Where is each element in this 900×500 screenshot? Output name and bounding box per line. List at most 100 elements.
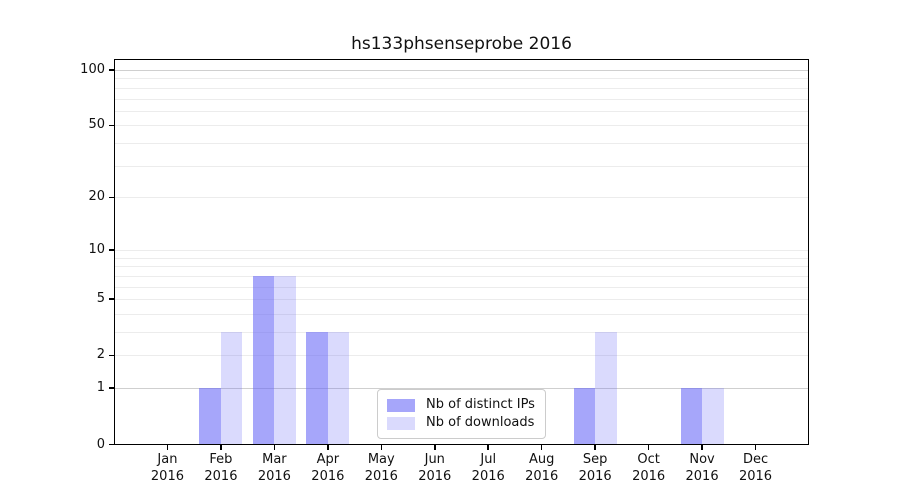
bar-downloads-nov — [702, 388, 724, 445]
x-tick-label-year: 2016 — [471, 468, 505, 484]
plot-area: Nb of distinct IPs Nb of downloads — [114, 59, 809, 445]
gridline-y-5 — [114, 299, 809, 301]
x-tick-label-dec: Dec 2016 — [724, 452, 788, 485]
y-tick-50 — [108, 124, 114, 127]
gridline-y-8 — [114, 266, 809, 268]
y-tick-2 — [108, 354, 114, 357]
bar-downloads-feb — [220, 331, 243, 445]
x-tick-label-month: Aug — [528, 452, 555, 467]
gridline-y-6 — [114, 286, 809, 288]
y-tick-label-2: 2 — [96, 347, 105, 363]
gridline-y-60 — [114, 110, 809, 112]
x-tick-label-may: May 2016 — [349, 452, 413, 485]
x-tick-may — [380, 445, 383, 450]
x-tick-label-year: 2016 — [738, 468, 773, 484]
gridline-y-30 — [114, 165, 809, 167]
gridline-y-50 — [114, 125, 809, 127]
bar-downloads-apr — [327, 331, 350, 445]
x-tick-label-month: Feb — [209, 452, 233, 467]
x-tick-label-month: Dec — [742, 452, 769, 467]
x-tick-label-year: 2016 — [364, 468, 398, 484]
gridline-y-100 — [114, 69, 809, 71]
x-tick-label-jan: Jan 2016 — [135, 452, 199, 485]
bar-distinct-ips-feb — [199, 388, 221, 445]
legend-item-downloads: Nb of downloads — [387, 415, 536, 431]
legend: Nb of distinct IPs Nb of downloads — [377, 389, 546, 439]
y-tick-label-0: 0 — [96, 436, 105, 452]
legend-item-distinct-ips: Nb of distinct IPs — [387, 397, 536, 413]
x-tick-mar — [273, 445, 276, 450]
y-tick-label-10: 10 — [88, 241, 105, 257]
gridline-y-10 — [114, 249, 809, 251]
bar-distinct-ips-nov — [680, 388, 703, 445]
bar-distinct-ips-mar — [252, 275, 275, 445]
x-tick-label-month: Jan — [157, 452, 178, 467]
legend-swatch-distinct-ips — [387, 398, 415, 412]
x-tick-label-month: May — [367, 452, 395, 467]
legend-swatch-downloads — [387, 416, 415, 430]
x-tick-label-year: 2016 — [685, 468, 719, 484]
bar-downloads-mar — [274, 275, 296, 445]
x-tick-label-aug: Aug 2016 — [510, 452, 574, 485]
gridline-y-4 — [114, 313, 809, 315]
y-tick-0 — [108, 443, 114, 446]
x-tick-label-jun: Jun 2016 — [403, 452, 467, 485]
x-tick-label-year: 2016 — [257, 468, 291, 484]
x-tick-label-year: 2016 — [632, 468, 666, 484]
bar-distinct-ips-sep — [573, 388, 596, 445]
x-tick-oct — [647, 445, 650, 450]
y-tick-10 — [108, 249, 114, 251]
x-tick-label-month: Mar — [262, 452, 287, 467]
y-tick-label-20: 20 — [88, 189, 105, 205]
gridline-y-3 — [114, 331, 809, 333]
x-tick-label-month: Sep — [582, 452, 608, 467]
bar-downloads-sep — [595, 331, 617, 445]
gridline-y-2 — [114, 355, 809, 357]
gridline-y-9 — [114, 257, 809, 259]
x-tick-label-apr: Apr 2016 — [296, 452, 360, 485]
bar-distinct-ips-apr — [306, 331, 328, 445]
y-tick-20 — [108, 196, 114, 199]
x-tick-label-year: 2016 — [150, 468, 184, 484]
x-tick-aug — [540, 445, 543, 450]
x-tick-label-year: 2016 — [311, 468, 345, 484]
x-tick-label-sep: Sep 2016 — [563, 452, 627, 485]
gridline-y-80 — [114, 87, 809, 89]
gridline-y-40 — [114, 143, 809, 145]
x-tick-label-month: Apr — [316, 452, 340, 467]
gridline-y-70 — [114, 98, 809, 100]
x-tick-label-year: 2016 — [418, 468, 452, 484]
gridline-y-20 — [114, 197, 809, 199]
x-tick-sep — [594, 445, 596, 450]
x-tick-jun — [434, 445, 436, 450]
x-tick-dec — [754, 445, 757, 450]
x-tick-label-nov: Nov 2016 — [670, 452, 734, 485]
y-tick-label-50: 50 — [88, 117, 105, 133]
chart-title: hs133phsenseprobe 2016 — [351, 34, 572, 54]
gridline-y-7 — [114, 275, 809, 277]
x-tick-label-month: Nov — [689, 452, 715, 467]
y-tick-100 — [108, 69, 114, 71]
x-tick-label-mar: Mar 2016 — [242, 452, 306, 485]
x-tick-nov — [701, 445, 703, 450]
x-tick-label-oct: Oct 2016 — [617, 452, 681, 485]
legend-label-downloads: Nb of downloads — [426, 415, 535, 430]
x-tick-apr — [327, 445, 329, 450]
y-tick-label-1: 1 — [96, 380, 105, 396]
y-tick-label-5: 5 — [96, 291, 105, 307]
gridline-y-90 — [114, 78, 809, 80]
x-tick-label-month: Jun — [424, 452, 445, 467]
x-tick-label-month: Oct — [637, 452, 660, 467]
x-tick-feb — [220, 445, 222, 450]
y-tick-label-100: 100 — [80, 61, 105, 77]
y-tick-5 — [108, 298, 114, 300]
gridline-y-1 — [114, 388, 809, 390]
x-tick-label-year: 2016 — [578, 468, 612, 484]
x-tick-jan — [166, 445, 169, 450]
x-tick-label-year: 2016 — [525, 468, 559, 484]
y-tick-1 — [108, 387, 114, 389]
x-tick-jul — [487, 445, 489, 450]
x-tick-label-month: Jul — [480, 452, 497, 467]
x-tick-label-feb: Feb 2016 — [189, 452, 253, 485]
